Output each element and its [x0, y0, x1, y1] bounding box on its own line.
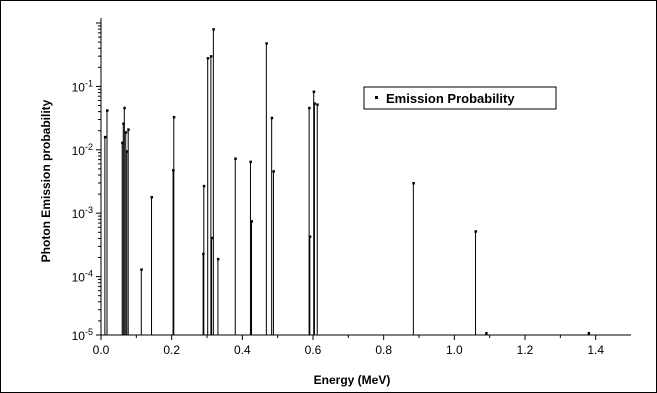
x-tick-label: 1.2 [517, 343, 534, 357]
legend-marker [375, 96, 378, 99]
emission-point [202, 184, 206, 188]
y-axis-title: Photon Emission probability [39, 99, 53, 262]
emission-point [265, 42, 268, 45]
emission-point [206, 57, 210, 60]
y-tick-label: 10-2 [72, 142, 93, 158]
emission-point [140, 268, 143, 271]
emission-point [316, 103, 319, 106]
x-tick-label: 0.2 [163, 343, 180, 357]
emission-point [212, 28, 215, 31]
emission-point [127, 128, 130, 131]
emission-point [272, 170, 275, 173]
emission-point [308, 235, 312, 238]
emission-point [474, 230, 478, 233]
series-lines [103, 28, 591, 335]
emission-point [125, 150, 129, 153]
x-tick-label: 0.8 [375, 343, 392, 357]
emission-point [308, 106, 311, 110]
x-tick-label: 0.6 [305, 343, 322, 357]
emission-point [209, 55, 213, 58]
emission-point [216, 257, 220, 261]
emission-point [270, 116, 274, 120]
emission-point [122, 122, 125, 125]
x-tick-label: 0.4 [234, 343, 251, 357]
emission-point [412, 181, 415, 185]
emission-point [312, 90, 316, 94]
legend-label: Emission Probability [386, 91, 515, 106]
x-tick-label: 0.0 [93, 343, 110, 357]
plot-area [100, 18, 631, 336]
emission-point [124, 131, 128, 134]
y-tick-label: 10-4 [72, 269, 93, 285]
x-tick-label: 1.4 [587, 343, 604, 357]
emission-point [249, 160, 252, 164]
emission-point [121, 141, 124, 145]
emission-point [250, 220, 254, 223]
y-tick-label: 10-3 [72, 205, 93, 221]
y-tick-label: 10-5 [72, 327, 93, 343]
emission-point [485, 332, 488, 335]
y-tick-label: 10-1 [72, 78, 93, 94]
x-axis-title: Energy (MeV) [314, 373, 391, 387]
legend: Emission Probability [363, 86, 557, 110]
emission-point [150, 196, 154, 199]
emission-point [172, 115, 176, 119]
x-ticks: 0.0 0.2 0.4 0.6 0.8 1.0 1.2 1.4 [93, 335, 604, 357]
emission-point [103, 135, 107, 139]
emission-point [123, 106, 126, 110]
emission-point [106, 109, 109, 112]
emission-point [210, 236, 214, 240]
emission-point [234, 157, 237, 160]
y-ticks: 10-5 10-4 10-3 10-2 10-1 [72, 22, 101, 343]
x-tick-label: 1.0 [446, 343, 463, 357]
legend-box [363, 86, 557, 110]
emission-point [587, 332, 591, 335]
emission-point [313, 102, 316, 105]
